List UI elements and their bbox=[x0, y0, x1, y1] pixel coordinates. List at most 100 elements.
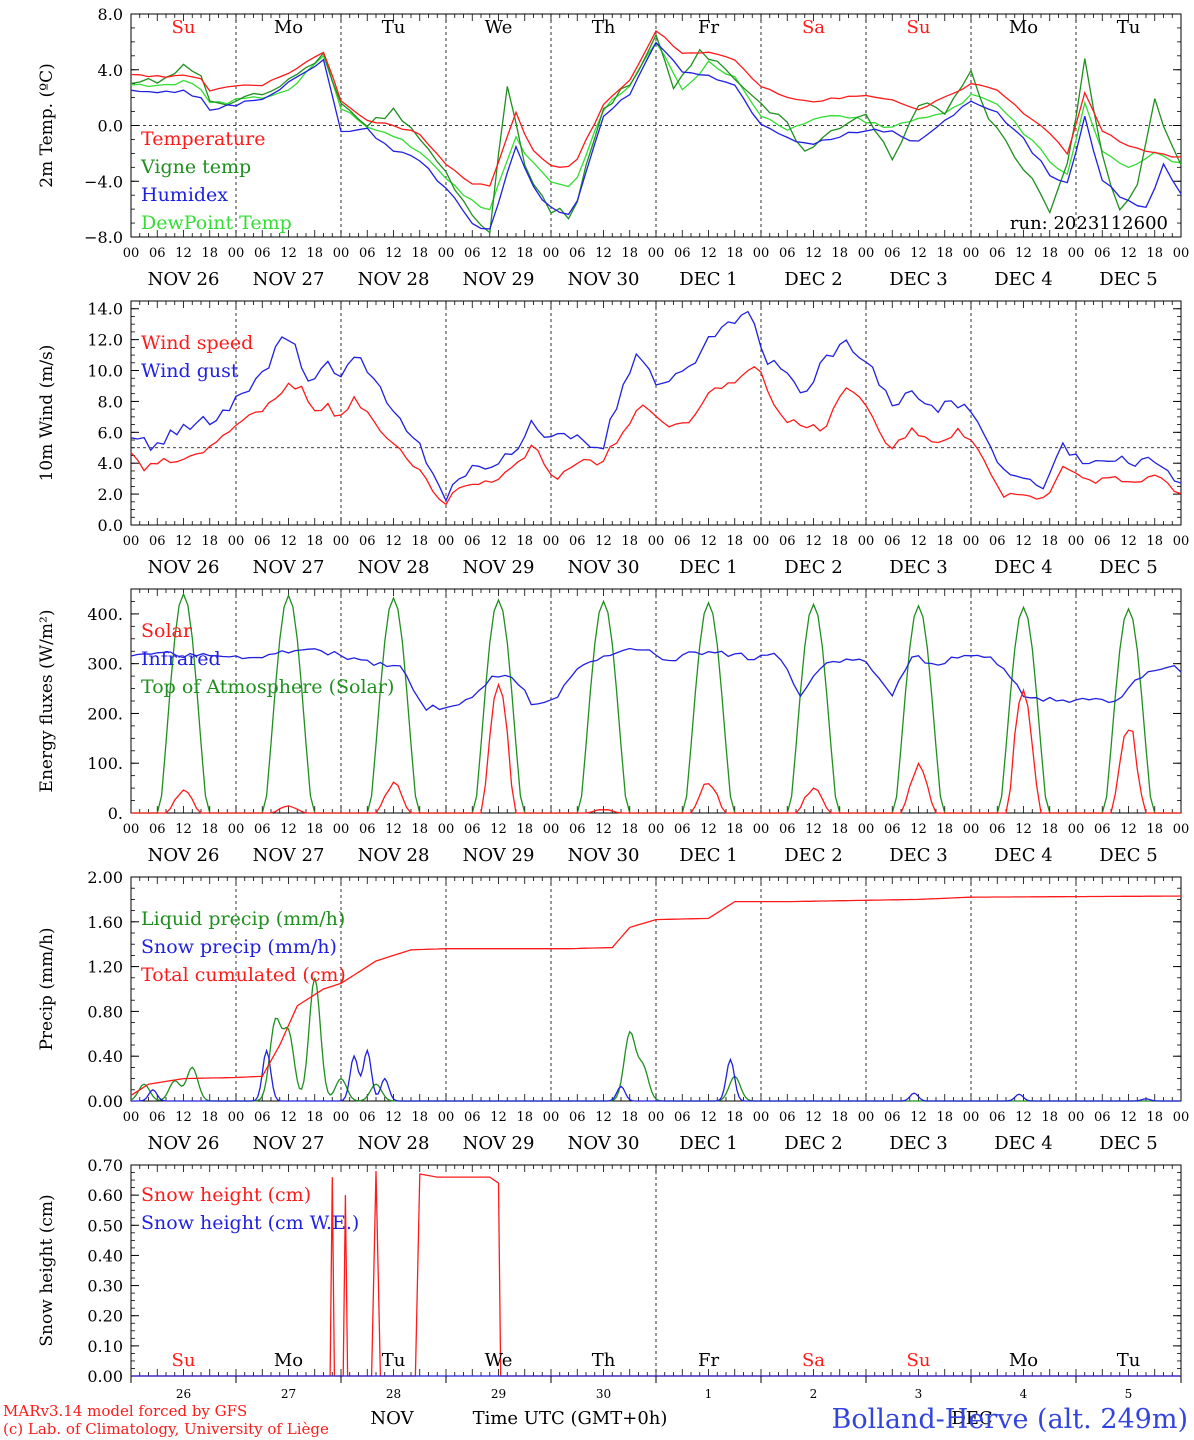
date-label: DEC 2 bbox=[784, 1133, 843, 1154]
date-label: NOV 26 bbox=[148, 1133, 220, 1154]
legend-entry: Vigne temp bbox=[140, 156, 251, 178]
y-tick-label: 0.40 bbox=[87, 1246, 123, 1265]
date-label: DEC 3 bbox=[889, 845, 948, 866]
panel-snow bbox=[130, 1164, 1182, 1377]
hour-label: 12 bbox=[1015, 534, 1032, 549]
date-label: DEC 5 bbox=[1099, 269, 1158, 290]
hour-label: 06 bbox=[464, 246, 481, 261]
date-label: DEC 2 bbox=[784, 845, 843, 866]
series-snow-precip bbox=[131, 1048, 1181, 1102]
series-wind-speed bbox=[130, 366, 1182, 506]
date-label: DEC 4 bbox=[994, 269, 1053, 290]
hour-label: 12 bbox=[805, 246, 822, 261]
y-tick-label: 6.0 bbox=[98, 423, 123, 442]
hour-label: 18 bbox=[831, 246, 848, 261]
footer-lab: (c) Lab. of Climatology, University of L… bbox=[3, 1420, 329, 1438]
y-tick-label: 1.20 bbox=[87, 958, 123, 977]
y-tick-label: 8.0 bbox=[98, 392, 123, 411]
hour-label: 06 bbox=[1094, 534, 1111, 549]
hour-label: 12 bbox=[1120, 246, 1137, 261]
hour-label: 06 bbox=[254, 822, 271, 837]
snow-day-number: 30 bbox=[596, 1387, 611, 1401]
snow-day-number: 1 bbox=[705, 1387, 713, 1401]
hour-label: 18 bbox=[831, 822, 848, 837]
y-tick-label: 2.0 bbox=[98, 485, 123, 504]
hour-label: 18 bbox=[1041, 1110, 1058, 1125]
y-tick-label: 300. bbox=[87, 655, 123, 674]
hour-label: 12 bbox=[595, 534, 612, 549]
hour-label: 06 bbox=[359, 822, 376, 837]
hour-label: 00 bbox=[648, 534, 665, 549]
snow-day-number: 5 bbox=[1125, 1387, 1133, 1401]
hour-label: 00 bbox=[123, 534, 140, 549]
hour-label: 00 bbox=[963, 1110, 980, 1125]
hour-label: 06 bbox=[779, 822, 796, 837]
hour-label: 06 bbox=[989, 246, 1006, 261]
date-label: DEC 1 bbox=[679, 557, 738, 578]
date-label: NOV 30 bbox=[568, 845, 640, 866]
hour-label: 06 bbox=[989, 534, 1006, 549]
snow-day-name: Tu bbox=[1117, 1350, 1141, 1371]
hour-label: 00 bbox=[438, 822, 455, 837]
hour-label: 00 bbox=[333, 1110, 350, 1125]
legend-entry: Liquid precip (mm/h) bbox=[141, 908, 345, 930]
hour-label: 06 bbox=[359, 534, 376, 549]
hour-label: 06 bbox=[569, 1110, 586, 1125]
hour-label: 00 bbox=[543, 1110, 560, 1125]
snow-day-name: Mo bbox=[1009, 1350, 1038, 1371]
date-label: NOV 27 bbox=[253, 845, 325, 866]
hour-label: 12 bbox=[595, 1110, 612, 1125]
hour-label: 18 bbox=[936, 1110, 953, 1125]
date-label: DEC 5 bbox=[1099, 557, 1158, 578]
series-wind-gust bbox=[130, 310, 1182, 503]
y-axis-label: 2m Temp. (ºC) bbox=[37, 63, 57, 188]
hour-label: 06 bbox=[464, 534, 481, 549]
day-name: Su bbox=[907, 17, 931, 38]
day-name: Mo bbox=[274, 17, 303, 38]
legend-entry: Humidex bbox=[141, 184, 228, 206]
hour-label: 18 bbox=[1146, 246, 1163, 261]
hour-label: 06 bbox=[149, 246, 166, 261]
legend-entry: Top of Atmosphere (Solar) bbox=[141, 676, 394, 698]
snow-day-name: Su bbox=[907, 1350, 931, 1371]
hour-label: 18 bbox=[306, 1110, 323, 1125]
hour-label: 12 bbox=[805, 534, 822, 549]
hour-label: 00 bbox=[438, 1110, 455, 1125]
y-tick-label: 0.40 bbox=[87, 1047, 123, 1066]
y-tick-label: 14.0 bbox=[87, 300, 123, 319]
hour-label: 12 bbox=[280, 822, 297, 837]
hour-label: 18 bbox=[1146, 1110, 1163, 1125]
snow-day-number: 26 bbox=[176, 1387, 191, 1401]
hour-label: 18 bbox=[201, 1110, 218, 1125]
hour-label: 00 bbox=[123, 822, 140, 837]
hour-label: 12 bbox=[490, 246, 507, 261]
series-solar bbox=[131, 682, 1181, 814]
snow-day-name: We bbox=[485, 1350, 513, 1371]
hour-label: 00 bbox=[1068, 1110, 1085, 1125]
hour-label: 18 bbox=[1146, 534, 1163, 549]
hour-label: 18 bbox=[726, 1110, 743, 1125]
footer-station: Bolland-Herve (alt. 249m) bbox=[832, 1404, 1188, 1435]
hour-label: 00 bbox=[123, 246, 140, 261]
date-label: DEC 2 bbox=[784, 557, 843, 578]
hour-label: 12 bbox=[805, 822, 822, 837]
y-tick-label: 0.0 bbox=[98, 117, 123, 136]
legend-entry: Snow height (cm) bbox=[141, 1184, 311, 1206]
run-label: run: 2023112600 bbox=[1010, 213, 1168, 234]
y-tick-label: 400. bbox=[87, 605, 123, 624]
hour-label: 12 bbox=[280, 534, 297, 549]
panel-frame bbox=[130, 300, 1182, 526]
hour-label: 18 bbox=[201, 246, 218, 261]
hour-label: 00 bbox=[963, 246, 980, 261]
date-label: DEC 4 bbox=[994, 845, 1053, 866]
hour-label: 00 bbox=[543, 822, 560, 837]
hour-label: 18 bbox=[621, 246, 638, 261]
hour-label: 12 bbox=[1120, 1110, 1137, 1125]
hour-label: 12 bbox=[595, 246, 612, 261]
hour-label: 00 bbox=[228, 1110, 245, 1125]
hour-label: 06 bbox=[779, 1110, 796, 1125]
hour-label: 12 bbox=[175, 822, 192, 837]
hour-label: 06 bbox=[254, 1110, 271, 1125]
hour-label: 12 bbox=[385, 822, 402, 837]
y-tick-label: 2.00 bbox=[87, 868, 123, 887]
